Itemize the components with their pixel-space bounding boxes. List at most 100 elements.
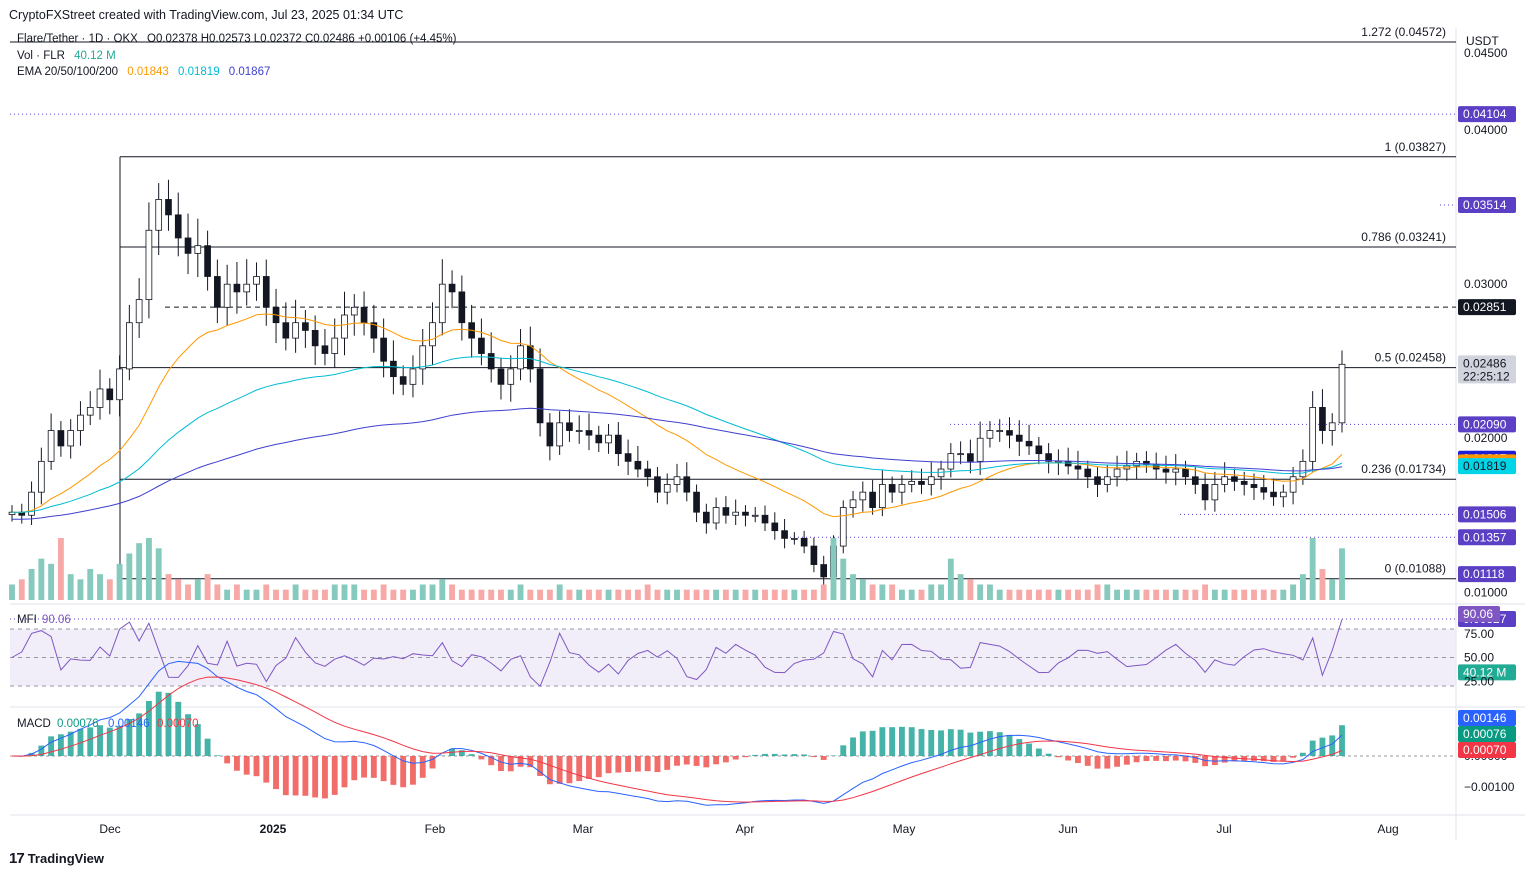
candle-body bbox=[1006, 430, 1013, 436]
volume-bar bbox=[977, 584, 984, 600]
macd-histogram-bar bbox=[654, 756, 661, 773]
candle-body bbox=[996, 430, 1004, 432]
candle-body bbox=[302, 322, 309, 331]
mfi-line bbox=[11, 619, 1343, 688]
price-tag-label: 0.02486 bbox=[1463, 356, 1507, 370]
volume-bar bbox=[351, 584, 358, 600]
price-tag-label: 0.01357 bbox=[1463, 530, 1507, 544]
macd-histogram-bar bbox=[605, 756, 612, 774]
volume-bar bbox=[194, 579, 201, 600]
macd-histogram-bar bbox=[1104, 756, 1111, 769]
macd-histogram-bar bbox=[67, 731, 74, 756]
candle-body bbox=[732, 511, 740, 516]
volume-bar bbox=[292, 584, 299, 600]
volume-bar bbox=[1084, 589, 1091, 600]
macd-histogram-bar bbox=[947, 729, 954, 756]
volume-bar bbox=[1339, 548, 1345, 600]
macd-histogram-bar bbox=[1319, 737, 1326, 756]
price-tag-label: 0.01506 bbox=[1463, 507, 1507, 521]
macd-histogram-bar bbox=[263, 756, 270, 783]
macd-histogram-bar bbox=[214, 755, 221, 756]
x-axis-label: Jul bbox=[1216, 822, 1231, 836]
fib-level-label: 1.272 (0.04572) bbox=[1361, 25, 1446, 39]
x-axis-label: Aug bbox=[1377, 822, 1398, 836]
candle-body bbox=[126, 322, 133, 370]
macd-histogram-bar bbox=[1026, 743, 1032, 756]
candle-body bbox=[370, 322, 378, 339]
macd-histogram-bar bbox=[282, 756, 289, 796]
candle-body bbox=[663, 484, 671, 493]
volume-bar bbox=[253, 589, 260, 600]
macd-histogram-bar bbox=[1182, 756, 1189, 762]
volume-bar bbox=[1026, 589, 1032, 600]
price-tag bbox=[1458, 566, 1516, 583]
candle-body bbox=[742, 511, 749, 516]
volume-value: 40.12 M bbox=[74, 50, 116, 62]
volume-bar bbox=[1065, 589, 1072, 600]
candle-body bbox=[566, 422, 573, 431]
candle-body bbox=[1240, 480, 1248, 485]
candle-body bbox=[1231, 476, 1238, 482]
macd-histogram-bar bbox=[771, 753, 778, 756]
macd-histogram-bar bbox=[742, 756, 749, 758]
fib-level-label: 0 (0.01088) bbox=[1385, 562, 1446, 576]
macd-histogram-bar bbox=[1045, 753, 1052, 756]
price-tag bbox=[1458, 106, 1516, 123]
volume-legend: Vol · FLR 40.12 M bbox=[17, 50, 122, 62]
macd-histogram-bar bbox=[136, 713, 143, 756]
macd-histogram-bar bbox=[322, 756, 328, 799]
candle-body bbox=[546, 422, 554, 447]
candle-body bbox=[1162, 468, 1170, 473]
macd-histogram-bar bbox=[224, 756, 231, 764]
volume-bar bbox=[762, 589, 768, 600]
candle-body bbox=[585, 430, 593, 436]
volume-bar bbox=[341, 584, 348, 600]
macd-histogram-bar bbox=[165, 692, 172, 756]
candle-body bbox=[77, 414, 84, 431]
macd-histogram-bar bbox=[830, 755, 837, 756]
currency-label[interactable]: USDT bbox=[1466, 34, 1499, 48]
macd-tag-label: 0.00146 bbox=[1463, 711, 1507, 725]
candle-body bbox=[96, 388, 104, 408]
volume-bar bbox=[1231, 589, 1238, 600]
macd-histogram-bar bbox=[752, 754, 759, 756]
macd-histogram-bar bbox=[781, 754, 788, 756]
macd-histogram-bar bbox=[850, 737, 856, 756]
macd-histogram-bar bbox=[537, 756, 544, 776]
macd-line bbox=[11, 660, 1343, 806]
volume-bar bbox=[840, 558, 847, 600]
candle-body bbox=[644, 468, 651, 478]
volume-bar bbox=[175, 579, 182, 600]
candle-body bbox=[683, 476, 691, 493]
price-tag bbox=[1458, 197, 1516, 214]
macd-tick-label: −0.00100 bbox=[1464, 780, 1515, 794]
volume-bar bbox=[400, 589, 407, 600]
macd-histogram-bar bbox=[1329, 735, 1336, 756]
candle-body bbox=[429, 322, 436, 347]
candle-body bbox=[145, 229, 153, 300]
volume-bar bbox=[97, 574, 103, 600]
macd-histogram-bar bbox=[908, 727, 915, 756]
volume-bar bbox=[742, 589, 749, 600]
volume-bar bbox=[908, 589, 915, 600]
candle-body bbox=[487, 353, 495, 370]
volume-bar bbox=[233, 584, 240, 600]
volume-bar bbox=[703, 589, 710, 600]
candle-body bbox=[204, 245, 211, 277]
volume-bar bbox=[781, 589, 788, 600]
macd-histogram-bar bbox=[87, 727, 94, 756]
candle-body bbox=[761, 514, 769, 524]
candle-body bbox=[458, 291, 466, 324]
volume-bar bbox=[273, 589, 279, 600]
volume-bar bbox=[57, 538, 64, 600]
volume-bar bbox=[312, 589, 319, 600]
macd-histogram-bar bbox=[1153, 756, 1160, 761]
candle-body bbox=[214, 276, 221, 308]
tradingview-footer[interactable]: 17 TradingView bbox=[9, 850, 104, 867]
macd-histogram-bar bbox=[175, 701, 182, 756]
macd-histogram-bar bbox=[644, 756, 651, 772]
macd-histogram-bar bbox=[762, 753, 768, 756]
macd-histogram-bar bbox=[1084, 756, 1091, 766]
candle-body bbox=[311, 330, 319, 347]
